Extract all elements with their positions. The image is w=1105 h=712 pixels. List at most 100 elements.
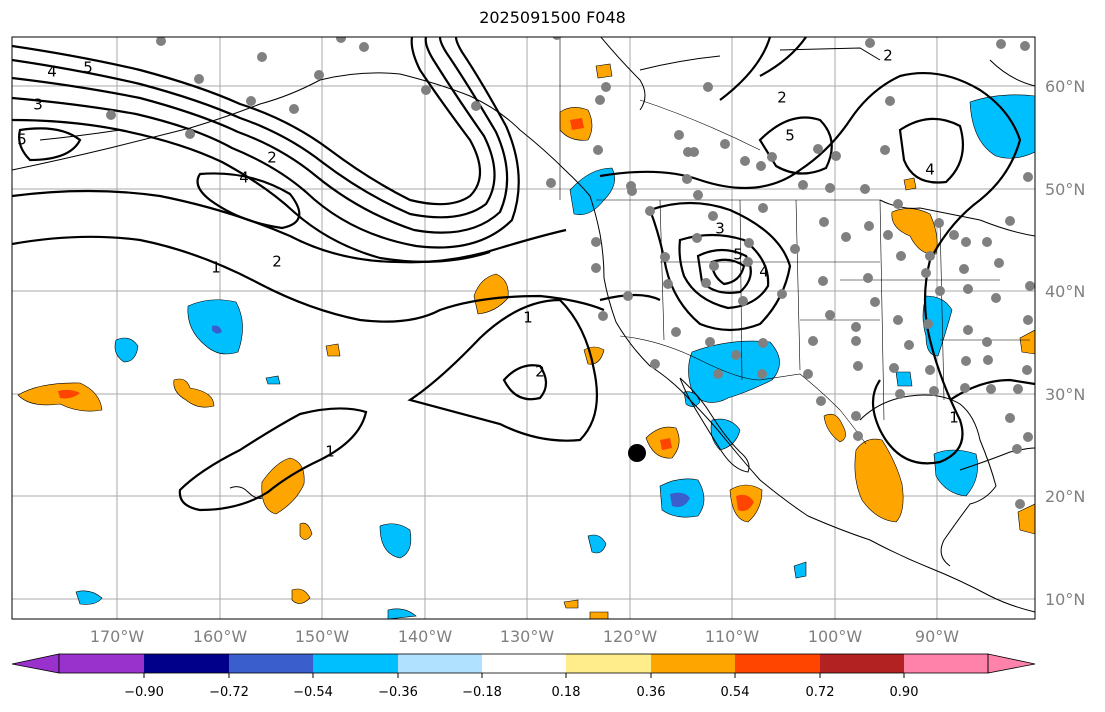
colorbar-segment	[59, 654, 144, 673]
contour-label: 4	[759, 263, 769, 281]
colorbar: −0.90 −0.72 −0.54 −0.36 −0.18 0.18 0.36 …	[11, 653, 1036, 700]
anomaly-orange	[563, 599, 579, 609]
anomaly-red	[58, 389, 80, 399]
contour-label: 1	[523, 309, 533, 327]
colorbar-segment	[398, 654, 482, 673]
anomaly-orange	[589, 611, 609, 619]
contour-label: 5	[83, 59, 93, 77]
contour-label-group: 5 4 3 2 1 2 4 1 2 1 3 5 4 2 5 4 2 1 5	[17, 47, 959, 461]
anomaly-blue	[569, 167, 615, 215]
anomaly-red	[570, 118, 584, 130]
lon-label: 90°W	[915, 627, 959, 646]
anomaly-blue	[387, 608, 417, 619]
colorbar-extend-low	[11, 653, 60, 674]
contour-label: 2	[272, 253, 282, 271]
colorbar-segment	[904, 654, 988, 673]
latitude-labels: 60°N 50°N 40°N 30°N 20°N 10°N	[1045, 77, 1085, 609]
colorbar-segment	[229, 654, 313, 673]
lat-label: 20°N	[1045, 487, 1085, 506]
anomaly-orange	[854, 438, 904, 523]
longitude-labels: 170°W 160°W 150°W 140°W 130°W 120°W 110°…	[90, 627, 959, 646]
anomaly-orange	[823, 413, 846, 443]
anomaly-orange	[299, 522, 313, 540]
contour-label: 4	[239, 169, 249, 187]
contour-label: 5	[17, 131, 27, 149]
anomaly-blue	[933, 449, 978, 497]
station-markers	[106, 37, 1035, 509]
colorbar-segment	[820, 654, 904, 673]
lon-label: 140°W	[398, 627, 453, 646]
map-panel: 5 4 3 2 1 2 4 1 2 1 3 5 4 2 5 4 2 1 5	[12, 37, 1035, 619]
lat-label: 10°N	[1045, 590, 1085, 609]
contour-label: 3	[33, 96, 43, 114]
anomaly-orange	[173, 378, 215, 408]
contour-label: 5	[785, 127, 795, 145]
contour-label: 1	[211, 259, 221, 277]
anomaly-orange	[903, 177, 917, 191]
target-point-marker	[628, 444, 646, 462]
lat-label: 60°N	[1045, 77, 1085, 96]
anomaly-orange	[325, 343, 341, 357]
anomaly-blue	[379, 523, 412, 559]
colorbar-tick-label: −0.72	[209, 685, 249, 700]
contour-label: 2	[535, 363, 545, 381]
lon-label: 100°W	[808, 627, 863, 646]
contour-label: 3	[715, 220, 725, 238]
contour-label: 2	[883, 47, 893, 65]
anomaly-orange	[473, 273, 509, 315]
anomaly-blue	[895, 371, 913, 387]
colorbar-segment	[566, 654, 651, 673]
anomaly-blue	[75, 590, 103, 605]
contour-label: 1	[325, 443, 335, 461]
colorbar-extend-high	[987, 653, 1036, 674]
anomaly-orange	[595, 63, 613, 79]
contour-lines	[12, 37, 1035, 512]
anomaly-blue	[793, 561, 807, 579]
colorbar-segment	[735, 654, 820, 673]
anomaly-orange	[291, 588, 311, 604]
lat-label: 50°N	[1045, 180, 1085, 199]
colorbar-segment	[144, 654, 229, 673]
lon-label: 170°W	[90, 627, 145, 646]
contour-label: 2	[267, 149, 277, 167]
colorbar-tick-label: 0.18	[552, 685, 581, 700]
contour-label: 4	[925, 161, 935, 179]
lat-label: 40°N	[1045, 282, 1085, 301]
anomaly-orange	[891, 208, 938, 255]
colorbar-segment	[651, 654, 735, 673]
colorbar-tick-label: 0.72	[806, 685, 835, 700]
lon-label: 130°W	[500, 627, 555, 646]
anomaly-darkblue	[670, 492, 690, 507]
anomaly-blue	[587, 534, 607, 554]
lon-label: 110°W	[705, 627, 760, 646]
anomaly-darkblue	[212, 325, 222, 334]
contour-label: 2	[777, 89, 787, 107]
colorbar-tick-label: 0.54	[721, 685, 750, 700]
anomaly-orange	[1019, 329, 1035, 355]
anomaly-red	[736, 494, 754, 511]
graticule	[12, 37, 1035, 619]
anomaly-orange	[261, 457, 305, 515]
colorbar-tick-label: 0.36	[637, 685, 666, 700]
lon-label: 120°W	[603, 627, 658, 646]
colorbar-tick-label: −0.54	[293, 685, 333, 700]
lon-label: 160°W	[193, 627, 248, 646]
anomaly-red	[660, 438, 672, 450]
map-title: 2025091500 F048	[479, 8, 626, 27]
contour-label: 1	[949, 409, 959, 427]
anomaly-blue	[114, 337, 139, 363]
colorbar-tick-label: 0.90	[890, 685, 919, 700]
lon-label: 150°W	[295, 627, 350, 646]
lat-label: 30°N	[1045, 385, 1085, 404]
contour-label: 5	[733, 246, 743, 264]
colorbar-tick-label: −0.36	[378, 685, 418, 700]
anomaly-orange	[1017, 503, 1035, 535]
colorbar-tick-label: −0.18	[462, 685, 502, 700]
colorbar-segment	[313, 654, 398, 673]
colorbar-segment	[482, 654, 566, 673]
colorbar-tick-label: −0.90	[124, 685, 164, 700]
contour-label: 4	[47, 63, 57, 81]
anomaly-blue	[265, 375, 281, 385]
map-frame	[11, 36, 1036, 620]
